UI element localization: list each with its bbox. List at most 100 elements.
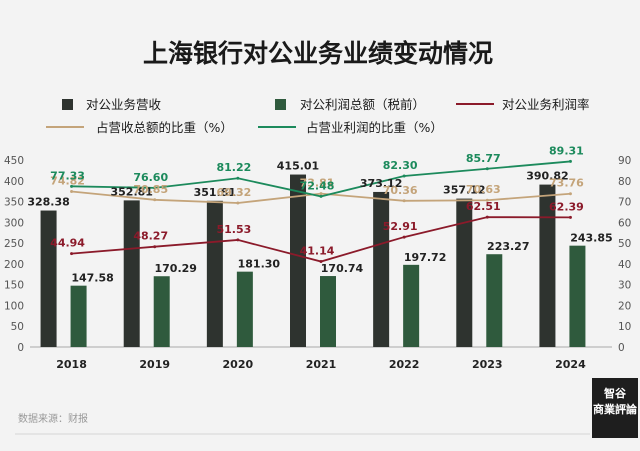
line-margin-point xyxy=(70,252,74,256)
bar-profit-label: 181.30 xyxy=(238,258,281,271)
legend-label-profit: 对公利润总额（税前） xyxy=(300,97,425,112)
y-right-tick: 90 xyxy=(618,155,631,167)
line-rev-share-point xyxy=(402,199,406,203)
line-rev-share-label: 74.82 xyxy=(50,175,85,188)
line-rev-share-point xyxy=(70,190,74,194)
line-profit-share-label: 81.22 xyxy=(216,161,251,174)
line-rev-share-label: 69.32 xyxy=(216,186,251,199)
line-profit-share-label: 76.60 xyxy=(133,171,168,184)
bar-revenue xyxy=(123,200,140,347)
x-tick-label: 2018 xyxy=(56,358,87,371)
bar-profit xyxy=(403,264,420,347)
line-profit-share-label: 82.30 xyxy=(383,159,418,172)
bar-revenue xyxy=(290,174,306,347)
y-right-tick: 40 xyxy=(618,259,631,271)
bar-revenue xyxy=(206,200,223,347)
y-right-tick: 60 xyxy=(618,217,631,229)
x-tick-label: 2020 xyxy=(223,358,254,371)
y-right-tick: 80 xyxy=(618,176,631,188)
line-profit-share-label: 72.48 xyxy=(300,179,335,192)
bar-profit xyxy=(70,285,87,347)
bar-revenue-label: 415.01 xyxy=(277,160,319,173)
line-profit-share-point xyxy=(568,159,572,163)
y-right-tick: 30 xyxy=(618,280,631,292)
line-rev-share-point xyxy=(568,192,572,196)
legend-label-rev-share: 占营收总额的比重（%） xyxy=(96,120,233,135)
legend-label-margin: 对公业务利润率 xyxy=(502,97,590,112)
bar-profit xyxy=(153,276,170,347)
y-left-tick: 0 xyxy=(17,342,24,354)
bar-revenue xyxy=(373,191,390,347)
y-right-tick: 0 xyxy=(618,342,625,354)
chart-title: 上海银行对公业务业绩变动情况 xyxy=(143,39,493,68)
axes: 0 50 100 150 200 250 300 350 400 450 0 10 20 30 40 50 60… xyxy=(4,155,631,371)
line-profit-share-point xyxy=(402,174,406,178)
line-margin-label: 51.53 xyxy=(216,223,251,236)
line-rev-share-label: 73.81 xyxy=(300,177,335,190)
line-rev-share-point xyxy=(236,201,240,205)
legend-swatch-profit xyxy=(275,99,286,110)
bar-revenue xyxy=(456,198,473,347)
bar-profit-label: 147.58 xyxy=(71,272,113,285)
brand-logo: 智谷 商業評論 xyxy=(592,378,638,438)
lines xyxy=(70,159,572,264)
bar-profit-label: 170.29 xyxy=(154,262,196,275)
bar-profit-label: 243.85 xyxy=(570,232,612,245)
line-profit-share-point xyxy=(153,186,157,190)
bar-profit-label: 170.74 xyxy=(321,262,364,275)
line-profit-share-label: 77.33 xyxy=(50,169,85,182)
y-left-tick: 400 xyxy=(4,176,24,188)
bar-profit xyxy=(569,245,586,347)
line-margin-point xyxy=(319,260,323,264)
y-left-tick: 300 xyxy=(4,217,24,229)
x-tick-label: 2019 xyxy=(139,358,170,371)
x-tick-label: 2024 xyxy=(555,358,586,371)
bar-revenue-label: 390.82 xyxy=(526,170,568,183)
line-margin-label: 48.27 xyxy=(133,230,168,243)
bars xyxy=(40,174,586,347)
y-left-tick: 100 xyxy=(4,300,24,312)
line-margin-point xyxy=(236,238,240,242)
line-margin-point xyxy=(485,215,489,219)
line-profit-share-label: 85.77 xyxy=(466,152,501,165)
y-left-tick: 250 xyxy=(4,238,24,250)
line-rev-share-label: 70.36 xyxy=(383,184,418,197)
y-right-tick: 50 xyxy=(618,238,631,250)
bar-revenue xyxy=(539,184,556,347)
bar-profit xyxy=(486,254,503,347)
source-note: 数据来源：财报 xyxy=(18,412,88,425)
x-tick-label: 2023 xyxy=(472,358,503,371)
line-rev-share-point xyxy=(485,198,489,202)
brand-logo-line2: 商業評論 xyxy=(593,403,637,416)
legend-label-revenue: 对公业务营收 xyxy=(86,97,162,112)
bar-revenue-label: 357.12 xyxy=(443,184,485,197)
x-tick-label: 2022 xyxy=(389,358,420,371)
y-left-tick: 200 xyxy=(4,259,24,271)
bar-revenue-label: 373.12 xyxy=(360,177,402,190)
line-margin-label: 41.14 xyxy=(300,245,335,258)
y-right-tick: 20 xyxy=(618,300,631,312)
brand-logo-line1: 智谷 xyxy=(604,387,626,400)
y-right-tick: 70 xyxy=(618,197,631,209)
data-labels: 328.38 352.81 351.81 415.01 373.12 357.12 390.… xyxy=(27,144,612,284)
y-left-tick: 350 xyxy=(4,197,24,209)
line-margin-label: 62.39 xyxy=(549,200,584,213)
line-profit-share-label: 89.31 xyxy=(549,144,584,157)
line-margin-label: 44.94 xyxy=(50,237,85,250)
bar-revenue-label: 328.38 xyxy=(27,196,69,209)
y-right-tick: 10 xyxy=(618,321,631,333)
line-margin-point xyxy=(153,245,157,249)
bar-revenue-label: 351.81 xyxy=(194,186,236,199)
line-profit-share-point xyxy=(485,167,489,171)
line-margin-point xyxy=(402,235,406,239)
y-left-tick: 450 xyxy=(4,155,24,167)
legend-label-profit-share: 占营业利润的比重（%） xyxy=(306,120,443,135)
bar-revenue-label: 352.81 xyxy=(110,185,152,198)
line-rev-share-point xyxy=(153,198,157,202)
line-profit-share-point xyxy=(319,194,323,198)
bar-profit xyxy=(320,276,336,347)
line-rev-share-label: 70.63 xyxy=(466,183,501,196)
line-rev-share-label: 70.85 xyxy=(133,183,168,196)
line-profit-share-point xyxy=(236,176,240,180)
